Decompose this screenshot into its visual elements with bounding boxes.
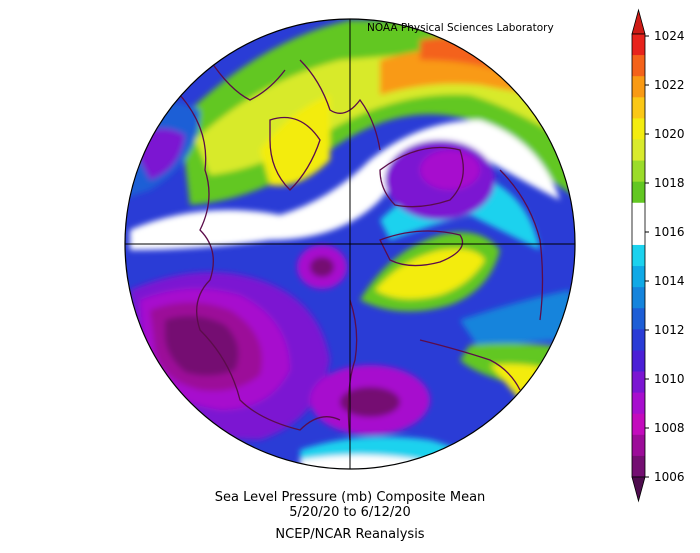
colorbar-tick-label: 1018 xyxy=(654,176,685,190)
colorbar-tick-label: 1010 xyxy=(654,372,685,386)
colorbar-bin xyxy=(632,34,645,56)
colorbar-bin xyxy=(632,371,645,394)
colorbar-bin xyxy=(632,97,645,119)
colorbar-bin xyxy=(632,392,645,415)
colorbar-bin xyxy=(632,308,645,330)
colorbar-top-arrow xyxy=(631,8,646,35)
colorbar-bin xyxy=(632,350,645,372)
colorbar-bin xyxy=(632,139,645,161)
colorbar-bin xyxy=(632,287,645,309)
colorbar-tick-label: 1008 xyxy=(654,421,685,435)
colorbar-bin xyxy=(632,181,645,204)
colorbar-bin xyxy=(632,244,645,267)
polar-map xyxy=(124,18,576,470)
colorbar-bin xyxy=(632,413,645,436)
credit-label: NOAA Physical Sciences Laboratory xyxy=(367,22,554,34)
colorbar-bottom-arrow xyxy=(631,476,646,503)
colorbar-bin xyxy=(632,76,645,98)
colorbar-bin xyxy=(632,434,645,457)
colorbar-bin xyxy=(632,266,645,288)
colorbar-bin xyxy=(632,118,645,140)
colorbar-tick-label: 1020 xyxy=(654,127,685,141)
colorbar-bin xyxy=(632,202,645,225)
colorbar-tick-label: 1024 xyxy=(654,29,685,43)
colorbar-tick-label: 1022 xyxy=(654,78,685,92)
caption-source: NCEP/NCAR Reanalysis xyxy=(275,527,425,542)
caption-title: Sea Level Pressure (mb) Composite Mean xyxy=(214,490,486,505)
colorbar-tick-label: 1016 xyxy=(654,225,685,239)
colorbar-tick-label: 1012 xyxy=(654,323,685,337)
colorbar-bin xyxy=(632,455,645,478)
colorbar-bin xyxy=(632,160,645,183)
colorbar-bin xyxy=(632,329,645,351)
colorbar-bin xyxy=(632,55,645,77)
colorbar-legend: 1024 1022 1020 1018 1016 1014 1012 1010 1008 1006 xyxy=(631,8,685,503)
colorbar-tick-label: 1014 xyxy=(654,274,685,288)
colorbar-bin xyxy=(632,223,645,246)
caption-dates: 5/20/20 to 6/12/20 xyxy=(289,505,411,520)
colorbar-tick-label: 1006 xyxy=(654,470,685,484)
